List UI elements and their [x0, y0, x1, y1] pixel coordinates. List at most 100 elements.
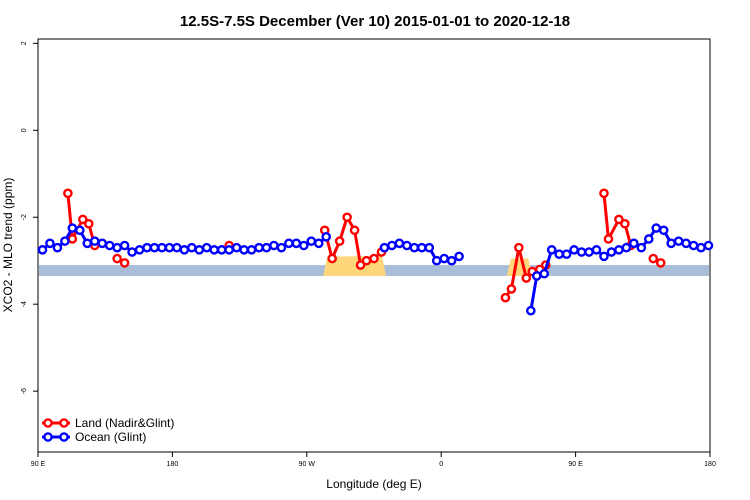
series-0-point-4-0 — [500, 292, 511, 303]
series-1-point-0-15 — [149, 242, 160, 253]
series-1-point-0-8 — [97, 238, 108, 249]
series-0-point-6-0 — [648, 253, 659, 264]
series-1-point-0-20 — [187, 242, 197, 253]
legend-label-1: Ocean (Glint) — [75, 430, 146, 444]
legend-marker-0 — [43, 418, 53, 428]
series-0-point-5-3 — [620, 218, 630, 229]
series-0-point-1-0 — [112, 253, 122, 264]
series-1-point-0-12 — [127, 247, 137, 257]
series-1-point-0-2 — [52, 242, 63, 253]
series-1-point-2-8 — [584, 247, 594, 257]
series-1-point-0-36 — [306, 236, 317, 246]
series-1-point-2-19 — [666, 238, 676, 249]
series-0-point-4-3 — [521, 273, 532, 283]
series-1-point-2-21 — [681, 238, 691, 249]
series-1-point-0-31 — [269, 240, 279, 251]
series-1-point-2-4 — [554, 249, 564, 259]
series-1-point-2-1 — [531, 271, 542, 281]
series-1-point-0-14 — [142, 242, 152, 253]
series-1-point-2-6 — [569, 245, 579, 255]
series-1-point-0-7 — [89, 236, 100, 246]
x-tick-label-0: 90 E — [31, 461, 46, 468]
series-1-point-2-12 — [614, 245, 624, 255]
legend-marker-end-1 — [59, 432, 69, 442]
series-1-point-2-9 — [591, 245, 602, 255]
y-axis: 2 0 -2 -4 -6 — [21, 41, 38, 394]
series-1-point-1-1 — [387, 240, 397, 251]
series-0-point-0-2 — [78, 214, 88, 225]
series-1-point-0-5 — [75, 225, 85, 236]
series-layer — [37, 188, 714, 316]
y-tick-label-2: -2 — [21, 214, 28, 220]
series-1-point-0-13 — [134, 245, 145, 255]
series-1-point-0-10 — [112, 242, 122, 253]
series-1-point-2-3 — [546, 245, 557, 255]
x-tick-label-3: 0 — [439, 461, 443, 468]
series-1-point-1-8 — [439, 253, 449, 264]
y-tick-label-0: 2 — [21, 41, 28, 45]
series-1-point-0-27 — [239, 245, 249, 255]
y-tick-label-1: 0 — [21, 128, 28, 132]
legend: Land (Nadir&Glint)Ocean (Glint) — [42, 416, 174, 444]
series-1-point-1-4 — [409, 242, 420, 253]
series-1-point-1-2 — [394, 238, 405, 249]
series-1-point-1-6 — [424, 242, 435, 253]
series-0-point-3-4 — [349, 225, 360, 236]
series-1-point-0-16 — [157, 242, 167, 253]
series-1-point-0-11 — [119, 240, 130, 251]
series-1-point-2-0 — [526, 305, 536, 316]
series-1-point-0-34 — [291, 238, 302, 249]
series-1-point-0-3 — [60, 236, 70, 246]
series-1-point-0-17 — [164, 242, 175, 253]
x-tick-label-4: 90 E — [568, 461, 583, 468]
series-0-point-0-0 — [63, 188, 73, 199]
series-1-point-2-20 — [673, 236, 684, 246]
series-1-point-2-13 — [621, 242, 632, 253]
x-axis: 90 E 180 90 W 0 90 E 180 — [31, 452, 716, 468]
series-1-point-0-1 — [45, 238, 55, 249]
series-0-point-0-3 — [83, 218, 94, 229]
x-tick-label-1: 180 — [167, 461, 179, 468]
x-tick-label-2: 90 W — [299, 461, 316, 468]
series-1-point-0-28 — [246, 245, 257, 255]
series-0-point-1-1 — [119, 258, 130, 268]
series-1-point-0-24 — [216, 245, 227, 255]
series-1-point-2-23 — [696, 242, 706, 253]
series-0-point-5-2 — [614, 214, 624, 225]
series-1-point-0-35 — [299, 240, 309, 251]
series-0-point-3-1 — [327, 253, 337, 264]
series-0-point-0-1 — [67, 234, 78, 244]
y-tick-label-3: -4 — [21, 301, 28, 307]
series-1-point-0-4 — [67, 223, 78, 233]
series-1-point-0-29 — [254, 242, 264, 253]
series-1-point-0-18 — [172, 242, 182, 253]
series-0-point-4-1 — [506, 284, 517, 294]
series-1-point-2-22 — [688, 240, 699, 251]
y-tick-label-4: -6 — [21, 388, 28, 394]
series-1-point-0-0 — [37, 245, 48, 255]
chart-title: 12.5S-7.5S December (Ver 10) 2015-01-01 … — [180, 13, 570, 30]
series-1-point-1-10 — [454, 251, 464, 262]
series-1-point-1-5 — [416, 242, 427, 253]
series-1-point-2-11 — [606, 247, 617, 257]
series-1-point-0-19 — [179, 245, 190, 255]
series-1-point-2-24 — [703, 240, 714, 251]
series-1-point-0-37 — [313, 238, 324, 249]
legend-marker-1 — [43, 432, 53, 442]
series-0-point-6-1 — [655, 258, 666, 268]
series-1-point-0-6 — [82, 238, 93, 249]
x-axis-label: Longitude (deg E) — [326, 477, 421, 491]
series-1-point-0-9 — [104, 240, 115, 251]
series-1-point-2-5 — [561, 249, 572, 259]
series-1-point-2-7 — [576, 247, 587, 257]
series-0-point-3-6 — [361, 255, 372, 266]
series-1-point-0-38 — [321, 232, 332, 242]
series-1-point-1-0 — [379, 242, 390, 253]
series-1-point-0-26 — [231, 242, 242, 253]
series-1-point-0-30 — [261, 242, 272, 253]
series-0-point-4-2 — [514, 242, 524, 253]
series-1-point-0-23 — [209, 245, 220, 255]
series-1-point-2-16 — [643, 234, 654, 244]
series-1-point-2-10 — [599, 251, 609, 262]
